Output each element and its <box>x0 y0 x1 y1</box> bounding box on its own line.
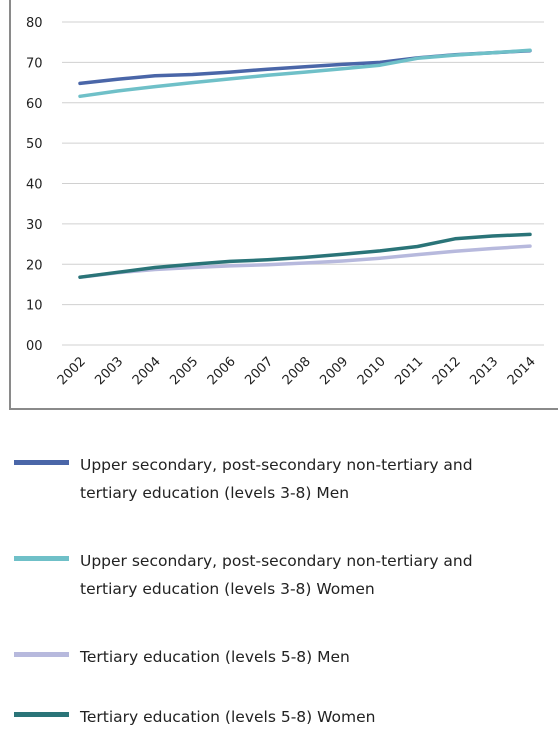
x-tick-label: 2010 <box>355 354 389 388</box>
legend-swatch <box>14 652 69 657</box>
legend-label: Upper secondary, post-secondary non-tert… <box>80 552 473 598</box>
x-tick-label: 2004 <box>130 354 164 388</box>
y-tick-label: 50 <box>26 137 43 152</box>
x-tick-label: 2002 <box>55 354 89 388</box>
y-axis-tick-labels: 00 10 20 30 40 50 60 70 80 <box>26 16 43 354</box>
legend-swatch <box>14 556 69 561</box>
x-tick-label: 2013 <box>467 354 501 388</box>
x-tick-label: 2011 <box>392 354 426 388</box>
y-tick-label: 40 <box>26 178 43 193</box>
x-tick-label: 2007 <box>242 354 276 388</box>
y-tick-label: 10 <box>26 299 43 314</box>
x-tick-label: 2005 <box>167 354 201 388</box>
gridlines <box>62 21 544 346</box>
y-tick-label: 30 <box>26 218 43 233</box>
x-tick-label: 2008 <box>280 354 314 388</box>
x-tick-label: 2014 <box>505 354 539 388</box>
x-tick-label: 2006 <box>205 354 239 388</box>
legend-label: Tertiary education (levels 5-8) Women <box>80 708 376 726</box>
y-tick-label: 00 <box>26 339 43 354</box>
legend-swatch <box>14 712 69 717</box>
x-axis-tick-labels: 2002 2003 2004 2005 2006 2007 2008 2009 2010 2011… <box>55 354 539 388</box>
chart-axes <box>9 0 558 410</box>
legend-swatch <box>14 460 69 465</box>
y-tick-label: 60 <box>26 97 43 112</box>
y-tick-label: 80 <box>26 16 43 31</box>
legend-label: Tertiary education (levels 5-8) Men <box>80 648 350 666</box>
x-tick-label: 2003 <box>92 354 126 388</box>
series-line-2 <box>78 244 532 279</box>
x-tick-label: 2012 <box>430 354 464 388</box>
legend-label: Upper secondary, post-secondary non-tert… <box>80 456 473 502</box>
series-lines <box>78 48 532 279</box>
series-line-3 <box>78 232 532 279</box>
y-tick-label: 70 <box>26 56 43 71</box>
y-tick-label: 20 <box>26 258 43 273</box>
series-line-1 <box>78 48 532 99</box>
x-tick-label: 2009 <box>317 354 351 388</box>
